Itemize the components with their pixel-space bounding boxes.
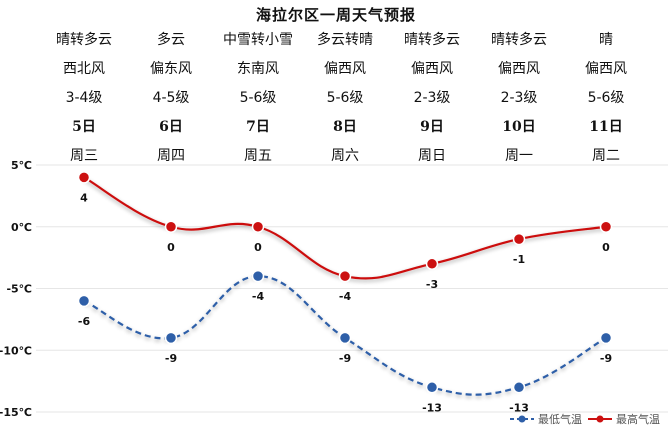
wind-direction-label: 偏西风	[324, 61, 366, 77]
data-point	[338, 331, 352, 345]
data-point	[512, 381, 526, 394]
data-point	[425, 257, 439, 271]
legend-marker	[518, 415, 526, 423]
day-column: 中雪转小雪东南风 5-6级 7日周五	[212, 30, 304, 175]
data-point	[425, 381, 439, 394]
date-label: 10日	[502, 119, 536, 135]
wind-level-label: 3-4级	[65, 90, 103, 106]
data-point	[338, 269, 352, 283]
date-label: 7日	[246, 119, 270, 135]
y-tick-label: 0℃	[11, 221, 32, 234]
weekday-label: 周一	[505, 148, 533, 164]
weather-label: 晴转多云	[491, 32, 547, 48]
data-label: -13	[509, 401, 529, 414]
weather-label: 晴	[599, 32, 613, 48]
wind-level-label: 5-6级	[239, 90, 277, 106]
wind-direction-label: 偏东风	[150, 61, 192, 77]
y-tick-label: -15℃	[0, 406, 32, 419]
weekday-label: 周二	[592, 148, 620, 164]
wind-direction-label: 偏西风	[585, 61, 627, 77]
wind-level-label: 5-6级	[587, 90, 625, 106]
wind-level-label: 5-6级	[326, 90, 364, 106]
y-tick-label: 5℃	[11, 159, 32, 172]
data-label: -4	[252, 290, 265, 303]
day-column: 晴偏西风 5-6级 11日周二	[560, 30, 652, 175]
date-label: 5日	[72, 119, 96, 135]
weather-label: 多云	[157, 32, 185, 48]
legend-marker	[596, 415, 604, 423]
data-point	[164, 220, 178, 233]
weather-label: 晴转多云	[404, 32, 460, 48]
data-point	[512, 232, 526, 246]
data-label: -1	[513, 253, 525, 266]
data-point	[599, 220, 613, 233]
data-label: -13	[422, 401, 442, 414]
y-tick-label: -5℃	[6, 283, 32, 296]
data-point	[164, 331, 178, 345]
wind-direction-label: 东南风	[237, 61, 279, 77]
wind-level-label: 2-3级	[500, 90, 538, 106]
data-point	[77, 294, 91, 308]
day-column: 晴转多云西北风 3-4级 5日周三	[38, 30, 130, 175]
day-column: 晴转多云偏西风 2-3级 9日周日	[386, 30, 478, 175]
weekday-label: 周四	[157, 148, 185, 164]
data-label: 0	[602, 241, 610, 254]
weather-label: 中雪转小雪	[223, 32, 293, 48]
data-label: -9	[600, 352, 612, 365]
y-tick-label: -10℃	[0, 344, 32, 357]
data-point	[251, 220, 265, 233]
date-label: 8日	[333, 119, 357, 135]
weather-label: 多云转晴	[317, 32, 373, 48]
date-label: 11日	[589, 119, 623, 135]
weekday-label: 周五	[244, 148, 272, 164]
legend-label: 最低气温	[538, 412, 582, 426]
series-line-high	[83, 176, 607, 280]
wind-level-label: 4-5级	[152, 90, 190, 106]
data-point	[599, 331, 613, 345]
data-point	[251, 269, 265, 283]
wind-direction-label: 偏西风	[411, 61, 453, 77]
chart-title: 海拉尔区一周天气预报	[255, 6, 416, 24]
data-label: 4	[80, 191, 88, 204]
data-label: -6	[78, 315, 91, 328]
wind-level-label: 2-3级	[413, 90, 451, 106]
data-label: -9	[165, 352, 177, 365]
data-label: 0	[167, 241, 175, 254]
day-column: 晴转多云偏西风 2-3级 10日周一	[473, 30, 565, 175]
data-label: 0	[254, 241, 262, 254]
day-column: 多云转晴偏西风 5-6级 8日周六	[299, 30, 391, 175]
data-label: -3	[426, 278, 438, 291]
legend-label: 最高气温	[616, 412, 660, 426]
data-label: -9	[339, 352, 351, 365]
data-label: -4	[339, 290, 352, 303]
wind-direction-label: 西北风	[63, 61, 105, 77]
data-point	[77, 171, 91, 184]
weather-label: 晴转多云	[56, 32, 112, 48]
day-column: 多云偏东风 4-5级 6日周四	[125, 30, 217, 175]
wind-direction-label: 偏西风	[498, 61, 540, 77]
weekday-label: 周六	[331, 148, 359, 164]
date-label: 9日	[420, 119, 444, 135]
date-label: 6日	[159, 119, 183, 135]
weekday-label: 周三	[70, 148, 98, 164]
weekday-label: 周日	[418, 148, 446, 164]
